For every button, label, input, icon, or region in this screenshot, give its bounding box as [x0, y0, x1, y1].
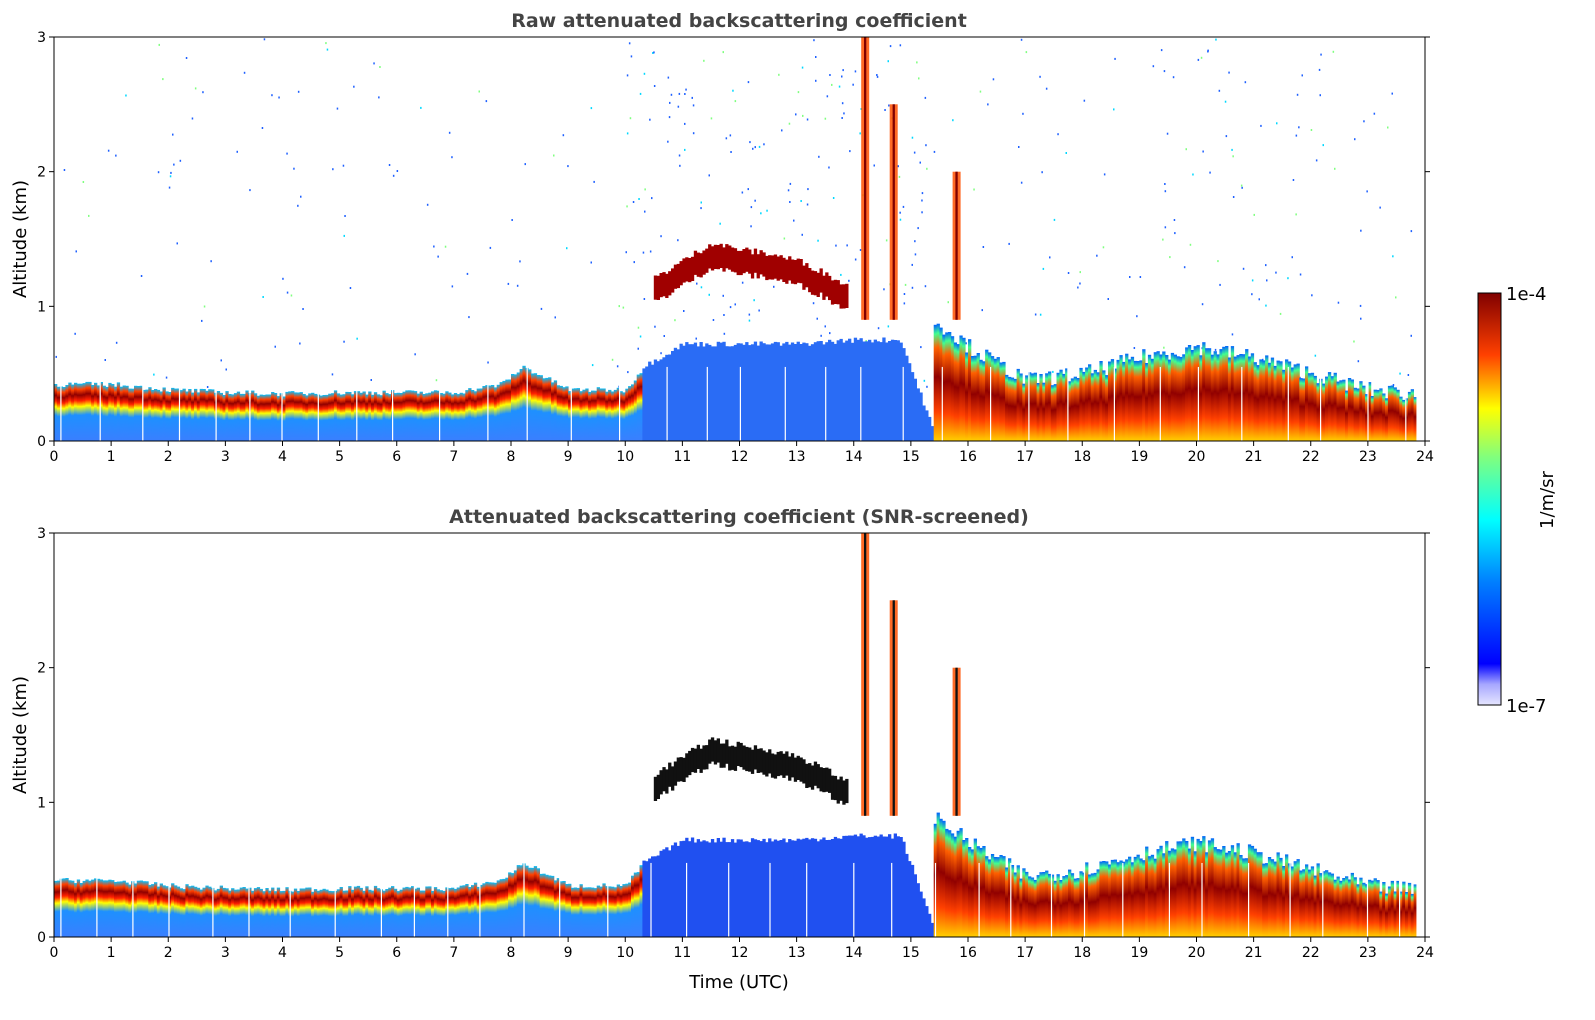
snr-screened-panel: Attenuated backscattering coefficient (S… [10, 506, 1434, 993]
x-tick-label: 1 [107, 449, 116, 465]
x-tick-label: 6 [392, 449, 401, 465]
x-tick-label: 21 [1245, 945, 1263, 961]
raw-backscatter-panel: Raw attenuated backscattering coefficien… [10, 10, 1434, 465]
mixed-layer [933, 812, 1417, 937]
x-tick-label: 20 [1188, 945, 1206, 961]
colorbar: 1e-4 1e-7 1/m/sr [1477, 284, 1558, 717]
y-tick-label: 2 [37, 165, 46, 181]
x-tick-label: 4 [278, 449, 287, 465]
x-tick-label: 13 [788, 449, 806, 465]
x-tick-label: 14 [845, 449, 863, 465]
heatmap-area [54, 533, 1425, 937]
x-tick-label: 18 [1073, 449, 1091, 465]
x-tick-label: 23 [1359, 449, 1377, 465]
cloud-layer [653, 243, 849, 309]
x-tick-label: 21 [1245, 449, 1263, 465]
x-tick-label: 12 [731, 449, 749, 465]
x-tick-label: 22 [1302, 449, 1320, 465]
x-tick-label: 4 [278, 945, 287, 961]
x-tick-label: 3 [221, 449, 230, 465]
x-tick-label: 19 [1130, 945, 1148, 961]
x-tick-label: 8 [507, 945, 516, 961]
x-tick-label: 11 [673, 449, 691, 465]
boundary-layer-band [54, 833, 935, 937]
convective-plumes [861, 37, 961, 320]
x-tick-label: 15 [902, 449, 920, 465]
x-tick-label: 24 [1416, 449, 1434, 465]
x-tick-label: 9 [564, 449, 573, 465]
panel-title: Raw attenuated backscattering coefficien… [511, 10, 967, 32]
colorbar-scale [1477, 292, 1502, 706]
x-tick-label: 10 [616, 945, 634, 961]
x-tick-label: 0 [50, 449, 59, 465]
x-tick-label: 2 [164, 449, 173, 465]
x-tick-label: 13 [788, 945, 806, 961]
x-tick-label: 19 [1130, 449, 1148, 465]
x-tick-label: 9 [564, 945, 573, 961]
axis-ticks: 0 1 2 3 4 5 6 7 8 9 10 11 12 13 14 15 16 17 18 19 20 21 22 23 24… [37, 30, 1434, 465]
x-tick-label: 24 [1416, 945, 1434, 961]
y-axis-label: Altitude (km) [10, 676, 31, 794]
panel-title: Attenuated backscattering coefficient (S… [449, 506, 1029, 528]
x-tick-label: 7 [449, 945, 458, 961]
x-tick-label: 7 [449, 449, 458, 465]
y-tick-label: 3 [37, 526, 46, 542]
colorbar-max-label: 1e-4 [1506, 284, 1546, 305]
y-tick-label: 1 [37, 299, 46, 315]
x-tick-label: 10 [616, 449, 634, 465]
y-axis-label: Altitude (km) [10, 180, 31, 298]
x-tick-label: 20 [1188, 449, 1206, 465]
y-tick-label: 2 [37, 661, 46, 677]
y-tick-label: 0 [37, 930, 46, 946]
x-tick-label: 18 [1073, 945, 1091, 961]
x-tick-label: 16 [959, 449, 977, 465]
x-tick-label: 5 [335, 945, 344, 961]
x-tick-label: 11 [673, 945, 691, 961]
x-tick-label: 17 [1016, 945, 1034, 961]
cloud-layer [653, 737, 849, 805]
x-tick-label: 8 [507, 449, 516, 465]
noise-speckle [55, 38, 1420, 388]
x-tick-label: 15 [902, 945, 920, 961]
x-tick-label: 23 [1359, 945, 1377, 961]
x-tick-label: 5 [335, 449, 344, 465]
x-tick-label: 12 [731, 945, 749, 961]
mixed-layer [933, 323, 1417, 441]
x-tick-label: 22 [1302, 945, 1320, 961]
heatmap-area [54, 37, 1425, 441]
y-tick-label: 0 [37, 434, 46, 450]
data-gaps [60, 366, 1407, 441]
data-gaps [60, 862, 1401, 937]
x-tick-label: 6 [392, 945, 401, 961]
colorbar-unit-label: 1/m/sr [1537, 470, 1558, 528]
x-tick-label: 0 [50, 945, 59, 961]
y-tick-label: 3 [37, 30, 46, 46]
x-axis-label: Time (UTC) [688, 972, 789, 993]
x-tick-label: 1 [107, 945, 116, 961]
axis-ticks: 0 1 2 3 4 5 6 7 8 9 10 11 12 13 14 15 16 17 18 19 20 21 22 23 24… [37, 526, 1434, 961]
y-tick-label: 1 [37, 795, 46, 811]
convective-plumes [861, 533, 961, 816]
x-tick-label: 3 [221, 945, 230, 961]
x-tick-label: 2 [164, 945, 173, 961]
x-tick-label: 16 [959, 945, 977, 961]
colorbar-min-label: 1e-7 [1506, 696, 1546, 717]
x-tick-label: 17 [1016, 449, 1034, 465]
boundary-layer-band [54, 337, 935, 441]
x-tick-label: 14 [845, 945, 863, 961]
